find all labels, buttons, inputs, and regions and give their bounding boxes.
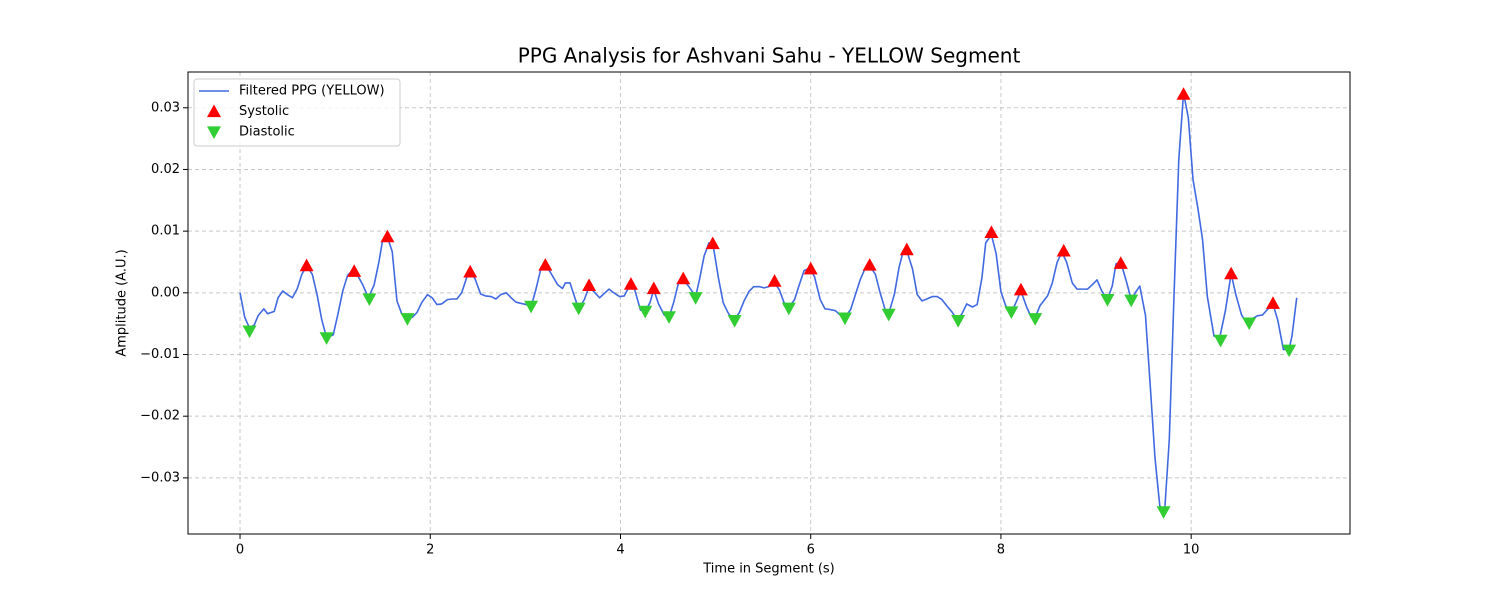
plot-area (239, 87, 1298, 519)
legend-box (193, 78, 401, 147)
diastolic-marker (638, 305, 653, 319)
y-tick-label: 0.02 (151, 162, 180, 177)
x-tick-label: 8 (997, 543, 1005, 558)
diastolic-marker (1282, 344, 1297, 358)
systolic-marker (1176, 87, 1191, 100)
y-tick-label: −0.03 (140, 470, 180, 485)
legend-label: Systolic (239, 104, 289, 119)
diastolic-marker (781, 302, 796, 316)
systolic-marker (676, 271, 691, 285)
systolic-marker (899, 242, 914, 256)
systolic-marker (463, 264, 478, 278)
y-tick-label: 0.01 (151, 224, 180, 239)
diastolic-marker (881, 308, 896, 322)
y-tick-label: −0.02 (140, 409, 180, 424)
systolic-marker (347, 264, 362, 277)
x-tick-label: 6 (807, 543, 815, 558)
legend-label: Diastolic (239, 125, 295, 140)
systolic-marker (862, 258, 877, 271)
y-tick-label: 0.00 (151, 285, 180, 300)
legend-swatch (207, 126, 221, 139)
diastolic-marker (951, 314, 966, 328)
diastolic-marker (400, 313, 415, 326)
systolic-marker (646, 281, 661, 295)
systolic-marker (1224, 266, 1239, 280)
diastolic-marker (1242, 317, 1257, 331)
diastolic-marker (1004, 306, 1019, 319)
legend: Filtered PPG (YELLOW) Systolic Diastolic (193, 78, 401, 147)
diastolic-marker (1028, 313, 1043, 326)
systolic-marker (705, 236, 720, 250)
x-tick-label: 2 (426, 543, 434, 558)
x-tick-label: 4 (616, 543, 624, 558)
systolic-marker (1265, 296, 1280, 309)
x-tick-label: 0 (236, 543, 244, 558)
legend-label: Filtered PPG (YELLOW) (239, 84, 385, 99)
diastolic-marker (661, 311, 676, 324)
systolic-marker (1013, 282, 1028, 296)
diastolic-marker (688, 292, 703, 305)
systolic-marker (1056, 243, 1071, 257)
diastolic-marker (1100, 294, 1115, 307)
legend-swatch (207, 104, 221, 118)
diastolic-marker (1213, 334, 1228, 348)
grid (188, 72, 1350, 534)
systolic-marker (767, 274, 782, 287)
diastolic-marker (524, 300, 539, 314)
systolic-marker (299, 258, 314, 272)
diastolic-marker (362, 293, 377, 306)
systolic-marker (803, 261, 818, 275)
diastolic-marker (242, 325, 257, 339)
systolic-marker (1113, 256, 1128, 269)
y-axis-label: Amplitude (A.U.) (115, 249, 130, 356)
systolic-marker (984, 225, 999, 238)
axes-frame (187, 71, 1351, 535)
y-tick-label: 0.03 (151, 100, 180, 115)
systolic-marker (623, 277, 638, 290)
diastolic-marker (1124, 294, 1139, 308)
axes: 0 2 4 6 8 10 −0.03 −0.02 −0.01 0.00 0.01 0.02 0.03 (140, 71, 1351, 558)
systolic-marker (380, 229, 395, 243)
diastolic-marker (571, 302, 586, 316)
systolic-marker (582, 278, 597, 292)
chart-title: PPG Analysis for Ashvani Sahu - YELLOW S… (518, 44, 1021, 68)
systolic-marker (538, 258, 553, 271)
diastolic-marker (1156, 506, 1171, 519)
diastolic-marker (319, 332, 334, 345)
y-tick-label: −0.01 (140, 347, 180, 362)
x-tick-label: 10 (1183, 543, 1200, 558)
x-axis-label: Time in Segment (s) (702, 562, 834, 577)
diastolic-marker (727, 314, 742, 328)
diastolic-marker (837, 312, 852, 326)
